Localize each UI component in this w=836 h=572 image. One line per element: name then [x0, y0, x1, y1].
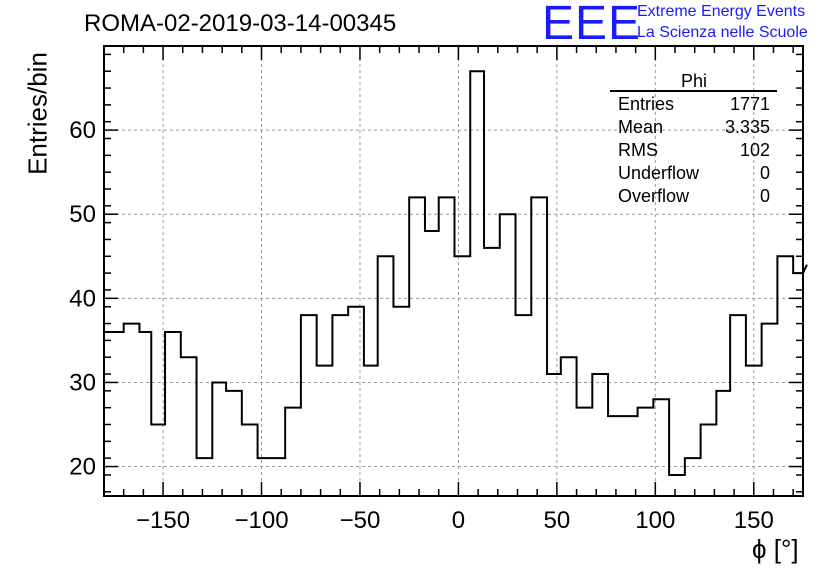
stats-label: RMS — [618, 140, 658, 160]
stats-label: Mean — [618, 117, 663, 137]
histogram-outline — [104, 70, 808, 476]
stats-value: 1771 — [730, 94, 770, 114]
plot-frame — [103, 45, 804, 497]
x-tick-label: −150 — [136, 507, 190, 534]
y-axis-ticks: 20 30 40 50 60 — [69, 53, 803, 493]
x-tick-label: 0 — [452, 507, 465, 534]
x-tick-label: 100 — [635, 507, 675, 534]
x-tick-label: 50 — [544, 507, 571, 534]
y-axis-label: Entries/bin — [22, 52, 53, 175]
grid — [104, 46, 803, 496]
stats-label: Overflow — [618, 186, 690, 206]
stats-value: 102 — [740, 140, 770, 160]
logo-line-2: La Scienza nelle Scuole — [637, 24, 808, 41]
x-axis-label: ϕ [°] — [752, 534, 799, 564]
stats-label: Entries — [618, 94, 674, 114]
stats-title: Phi — [681, 71, 707, 91]
stats-value: 3.335 — [725, 117, 770, 137]
eee-logo: EEE — [542, 0, 642, 50]
y-tick-label: 40 — [69, 285, 96, 312]
y-tick-label: 50 — [69, 201, 96, 228]
x-tick-label: 150 — [734, 507, 774, 534]
x-axis-ticks: −150 −100 −50 0 50 100 150 — [103, 46, 794, 534]
stats-label: Underflow — [618, 163, 700, 183]
stats-value: 0 — [760, 163, 770, 183]
x-tick-label: −50 — [340, 507, 381, 534]
x-tick-label: −100 — [234, 507, 288, 534]
y-tick-label: 20 — [69, 454, 96, 481]
y-tick-label: 30 — [69, 369, 96, 396]
logo-line-1: Extreme Energy Events — [637, 3, 806, 20]
y-tick-label: 60 — [69, 117, 96, 144]
run-title: ROMA-02-2019-03-14-00345 — [84, 10, 397, 37]
stats-box: Phi Entries 1771 Mean 3.335 RMS 102 Underflow 0… — [610, 71, 777, 206]
stats-value: 0 — [760, 186, 770, 206]
